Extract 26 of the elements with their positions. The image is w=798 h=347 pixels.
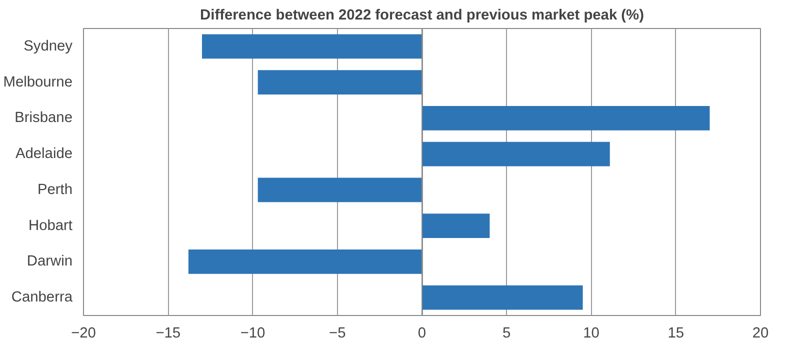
bar — [188, 249, 422, 274]
y-tick-label: Perth — [37, 182, 72, 198]
chart-title: Difference between 2022 forecast and previous market peak (%) — [200, 8, 644, 24]
x-tick-label: −10 — [240, 326, 266, 342]
x-tick-label: −20 — [71, 326, 96, 342]
x-tick-label: −5 — [329, 326, 346, 342]
y-tick-label: Canberra — [11, 290, 74, 306]
bar — [258, 178, 422, 202]
bar — [422, 285, 583, 310]
bar — [202, 34, 422, 59]
bar — [422, 214, 490, 238]
x-tick-label: 20 — [752, 326, 769, 342]
x-tick-label: 5 — [502, 326, 511, 342]
bar — [422, 106, 710, 130]
bar — [422, 142, 610, 166]
y-tick-label: Sydney — [24, 38, 74, 54]
x-tick-label: −15 — [156, 326, 181, 342]
y-tick-label: Brisbane — [14, 110, 73, 126]
x-tick-label: 0 — [418, 326, 426, 342]
x-tick-label: 10 — [583, 326, 600, 342]
y-tick-label: Hobart — [28, 218, 73, 234]
x-tick-label: 15 — [668, 326, 684, 342]
bar — [258, 70, 422, 95]
y-tick-label: Adelaide — [15, 146, 73, 162]
y-tick-label: Darwin — [26, 254, 72, 270]
y-tick-label: Melbourne — [3, 74, 73, 90]
